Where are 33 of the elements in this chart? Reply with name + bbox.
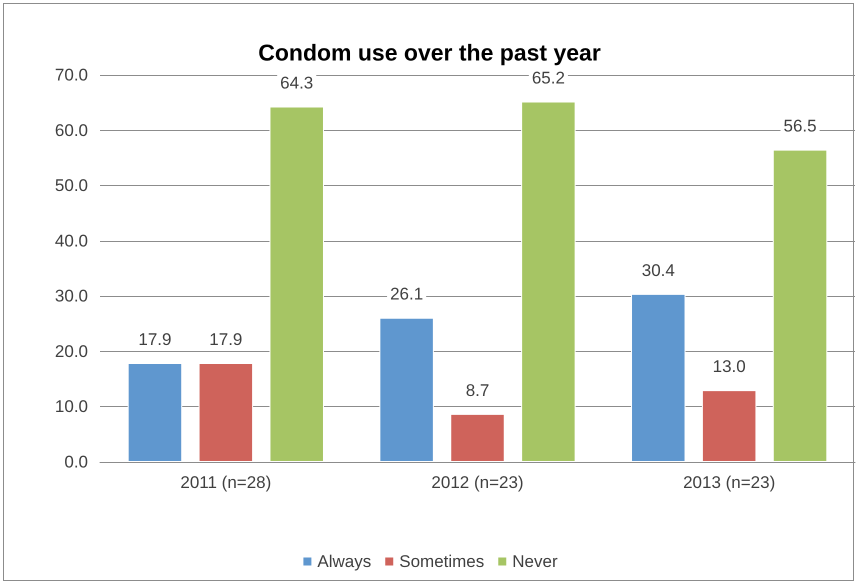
legend-label: Never [512, 552, 558, 571]
bar [450, 414, 505, 462]
data-label: 65.2 [532, 68, 565, 88]
x-tick-label: 2011 (n=28) [180, 473, 272, 492]
y-tick-label: 50.0 [54, 176, 88, 196]
x-tick-label: 2012 (n=23) [431, 473, 524, 492]
y-tick-label: 60.0 [54, 120, 88, 140]
chart-title: Condom use over the past year [258, 40, 601, 66]
data-label: 8.7 [466, 380, 490, 400]
x-tick-label: 2013 (n=23) [683, 473, 776, 492]
y-tick-label: 10.0 [54, 397, 88, 416]
y-tick-label: 70.0 [54, 66, 88, 84]
y-tick-label: 0.0 [64, 452, 88, 472]
bar [379, 318, 434, 462]
data-label: 64.3 [280, 74, 314, 93]
y-tick-label: 20.0 [54, 342, 88, 361]
data-label: 17.9 [209, 330, 242, 350]
bar [128, 363, 182, 462]
bar [631, 294, 686, 462]
legend-label: Always [317, 552, 372, 571]
y-tick-label: 40.0 [54, 231, 88, 250]
data-label: 13.0 [712, 357, 746, 376]
bar [702, 390, 756, 462]
data-label: 17.9 [138, 330, 172, 350]
bar [198, 363, 254, 462]
y-tick-label: 30.0 [54, 286, 88, 306]
bar [269, 106, 324, 462]
data-label: 26.1 [390, 284, 424, 304]
legend-label: Sometimes [399, 552, 484, 571]
data-label: 30.4 [642, 260, 675, 280]
bar [521, 102, 576, 462]
bar [772, 150, 828, 462]
data-label: 56.5 [784, 116, 817, 136]
